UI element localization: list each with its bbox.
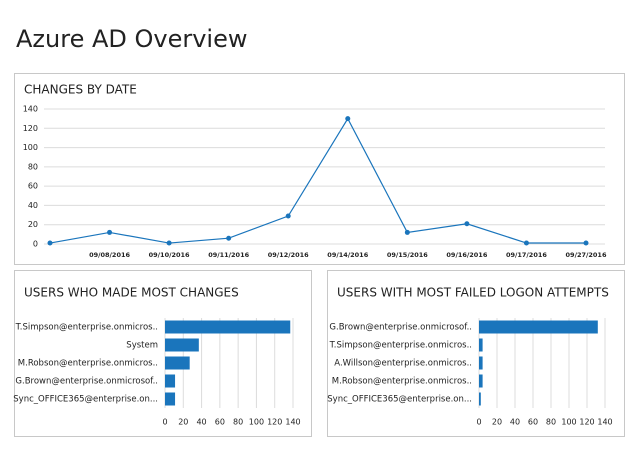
chart-title: USERS WITH MOST FAILED LOGON ATTEMPTS — [337, 286, 609, 300]
point — [583, 240, 589, 246]
bar — [165, 392, 176, 406]
point — [166, 240, 172, 246]
x-tick-label: 120 — [579, 418, 594, 427]
y-tick-label: 20 — [28, 220, 38, 229]
point — [345, 116, 351, 122]
bar — [479, 392, 481, 406]
y-tick-label: T.Simpson@enterprise.onmicros.. — [329, 341, 472, 351]
bar — [479, 320, 598, 334]
x-tick-label: 140 — [597, 418, 612, 427]
x-tick-label: 09/14/2016 — [327, 251, 368, 259]
panel — [14, 270, 312, 437]
x-tick-label: 09/15/2016 — [387, 251, 428, 259]
y-tick-label: G.Brown@enterprise.onmicrosof.. — [15, 377, 158, 387]
x-tick-label: 80 — [546, 418, 556, 427]
panel — [327, 270, 625, 437]
y-tick-label: Sync_OFFICE365@enterprise.on... — [13, 395, 158, 405]
y-tick-label: T.Simpson@enterprise.onmicros.. — [15, 323, 158, 333]
x-tick-label: 20 — [178, 418, 188, 427]
bar — [165, 320, 291, 334]
y-tick-label: 0 — [33, 240, 38, 249]
point — [404, 229, 410, 235]
x-tick-label: 60 — [528, 418, 538, 427]
y-tick-label: 40 — [28, 201, 38, 210]
x-tick-label: 80 — [233, 418, 243, 427]
y-tick-label: 140 — [23, 105, 38, 114]
y-tick-label: 120 — [23, 124, 38, 133]
chart-title: CHANGES BY DATE — [24, 83, 137, 97]
x-tick-label: 140 — [285, 418, 300, 427]
x-tick-label: 120 — [267, 418, 282, 427]
y-tick-label: G.Brown@enterprise.onmicrosof.. — [329, 323, 472, 333]
x-tick-label: 09/11/2016 — [208, 251, 249, 259]
y-tick-label: M.Robson@enterprise.onmicros.. — [332, 377, 472, 387]
x-tick-label: 40 — [196, 418, 206, 427]
point — [523, 240, 529, 246]
x-tick-label: 09/16/2016 — [446, 251, 487, 259]
x-tick-label: 20 — [492, 418, 502, 427]
y-tick-label: 60 — [28, 182, 38, 191]
point — [464, 221, 470, 227]
bar — [165, 338, 199, 352]
y-tick-label: 100 — [23, 143, 38, 152]
x-tick-label: 09/17/2016 — [506, 251, 547, 259]
y-tick-label: Sync_OFFICE365@enterprise.on... — [327, 395, 472, 405]
bar — [479, 356, 483, 370]
x-tick-label: 60 — [215, 418, 225, 427]
bar — [479, 374, 483, 388]
page-title: Azure AD Overview — [16, 25, 247, 53]
x-tick-label: 09/12/2016 — [268, 251, 309, 259]
y-tick-label: System — [126, 341, 158, 351]
x-tick-label: 100 — [561, 418, 576, 427]
y-tick-label: 80 — [28, 162, 38, 171]
x-tick-label: 09/08/2016 — [89, 251, 130, 259]
line — [49, 117, 586, 244]
point — [226, 235, 232, 241]
x-tick-label: 09/10/2016 — [149, 251, 190, 259]
chart-title: USERS WHO MADE MOST CHANGES — [24, 286, 239, 300]
x-tick-label: 0 — [162, 418, 167, 427]
bar — [165, 374, 176, 388]
y-tick-label: A.Willson@enterprise.onmicros.. — [334, 359, 472, 369]
point — [47, 240, 53, 246]
bar — [479, 338, 483, 352]
x-tick-label: 40 — [510, 418, 520, 427]
bar — [165, 356, 190, 370]
x-tick-label: 0 — [476, 418, 481, 427]
point — [285, 213, 291, 219]
point — [107, 229, 113, 235]
panel — [14, 73, 625, 265]
x-tick-label: 100 — [249, 418, 264, 427]
x-tick-label: 09/27/2016 — [566, 251, 607, 259]
y-tick-label: M.Robson@enterprise.onmicros.. — [18, 359, 158, 369]
